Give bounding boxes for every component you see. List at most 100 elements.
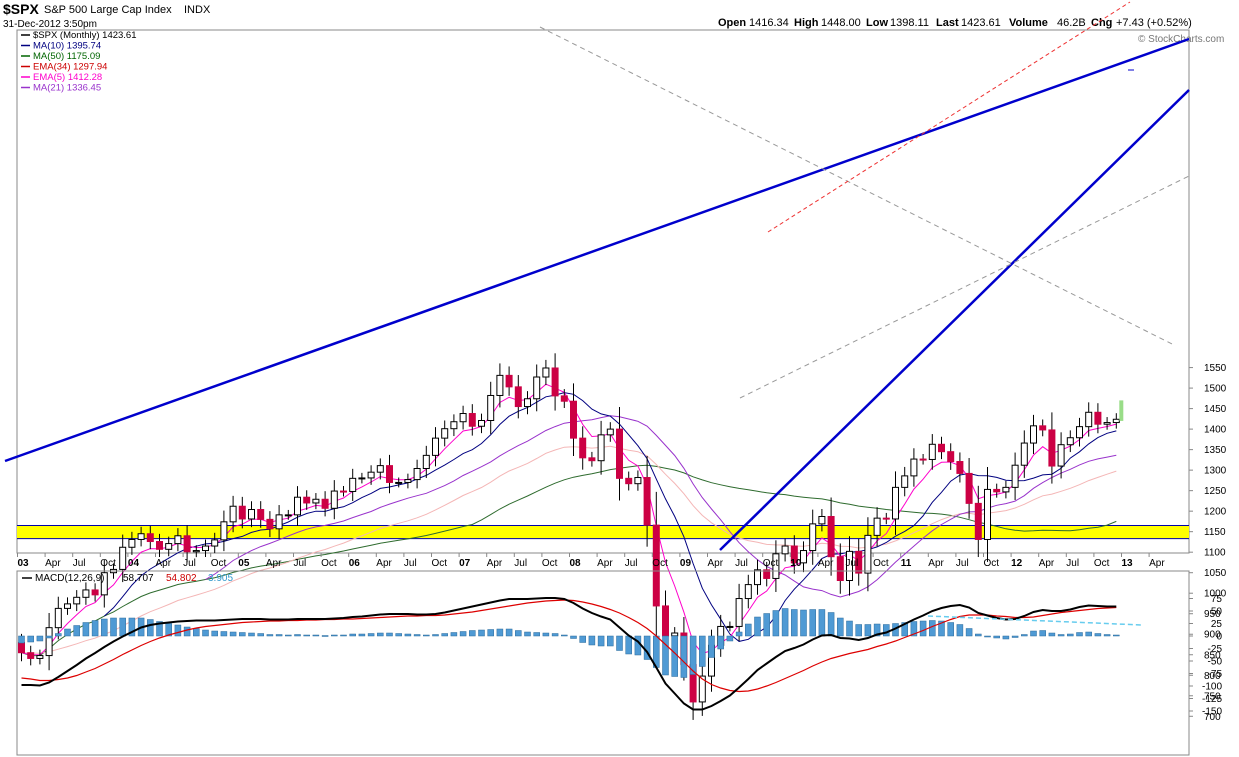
macd-hist-bar [524,631,531,637]
candle-body [579,437,587,459]
macd-hist-bar [101,618,108,637]
macd-hist-bar [570,635,577,639]
candle-body [892,486,899,520]
candle [818,508,826,532]
candle-body [174,535,182,545]
candle-body [45,627,53,657]
price-tick-label: 1100 [1204,548,1226,559]
candle-body [938,443,945,453]
candle-body [597,434,605,462]
macd-hist-bar [303,634,310,637]
macd-hist-bar [671,635,678,677]
candle-body [229,505,237,523]
candle-body [827,515,835,558]
candle-body [901,475,909,488]
macd-hist-bar [128,617,136,637]
macd-tick-label: -50 [1208,657,1223,668]
macd-hist-bar [551,633,559,637]
watermark: © StockCharts.com [1138,34,1224,45]
candle [744,574,752,609]
candle [606,422,614,442]
candle-body [137,533,145,540]
price-tick-label: 1150 [1204,527,1226,538]
candle [386,454,393,494]
macd-hist-bar [377,632,384,637]
candle-body [211,539,219,547]
candle [303,490,311,510]
price-tick-label: 1250 [1204,486,1227,497]
macd-line [21,597,1117,711]
candle-body [73,596,81,605]
x-tick-label: Jul [1066,558,1079,569]
macd-hist-bar [202,629,209,637]
candle-body [18,641,25,654]
candle-body [726,625,734,628]
candle-body [524,398,531,408]
low-value: 1398.11 [890,17,929,29]
macd-hist-bar [1030,630,1037,637]
candle-body [790,545,798,564]
x-tick-label: Oct [100,558,116,569]
macd-hist-bar [763,613,770,637]
price-tick-label: 1200 [1204,507,1227,518]
macd-title: MACD(12,26,9) [35,573,104,584]
candle-body [376,465,384,473]
x-tick-label: 08 [570,558,582,569]
candle [505,366,513,396]
x-tick-label: Oct [432,558,448,569]
candle [100,560,108,608]
macd-hist-bar [975,633,982,637]
candle [928,434,936,470]
chg-label: Chg [1091,17,1112,29]
candle [45,612,53,671]
candle [91,583,99,602]
macd-hist-bar [883,624,890,637]
x-tick-label: Jul [514,558,527,569]
candle [570,383,577,456]
candle-body [947,451,955,463]
candle-body [928,443,936,460]
candle-body [643,477,651,526]
candle [248,501,255,528]
exchange: INDX [184,4,211,16]
candle-body [404,479,412,483]
candle-body [487,394,495,421]
x-tick-label: Oct [211,558,227,569]
macd-hist-bar [1048,632,1056,637]
candle-body [367,471,375,479]
candle-body [744,584,752,600]
x-tick-label: 07 [459,558,471,569]
price-tick-label: 1450 [1204,404,1227,415]
price-tick-label: 1550 [1204,363,1227,374]
price-tick-label: 1000 [1204,589,1227,600]
datetime: 31-Dec-2012 3:50pm [3,19,97,30]
candle [938,436,945,460]
candle [294,486,301,526]
candle-body [294,496,301,516]
macd-hist-bar [956,624,964,637]
x-tick-label: 09 [680,558,692,569]
candle [726,621,734,632]
ema34-line [21,445,1117,654]
legend-label: MA(50) 1175.09 [33,51,100,62]
macd-hist-bar [183,626,191,637]
candle [321,491,329,517]
symbol: $SPX [3,1,39,17]
x-tick-label: Oct [542,558,558,569]
candle [404,473,412,489]
macd-hist-bar [579,635,586,643]
macd-hist-bar [864,624,872,637]
legend-label: EMA(34) 1297.94 [33,62,107,73]
macd-hist-bar [634,635,642,656]
x-tick-label: Apr [156,558,172,569]
x-tick-label: Apr [376,558,392,569]
x-tick-label: Apr [487,558,503,569]
candle [284,509,292,520]
price-tick-label: 1300 [1204,466,1227,477]
candle [763,561,771,587]
macd-hist-bar [929,620,936,637]
macd-hist-bar [174,624,182,637]
macd-hist-bar [708,635,715,658]
candle [496,363,504,408]
macd-hist-bar [395,633,402,637]
